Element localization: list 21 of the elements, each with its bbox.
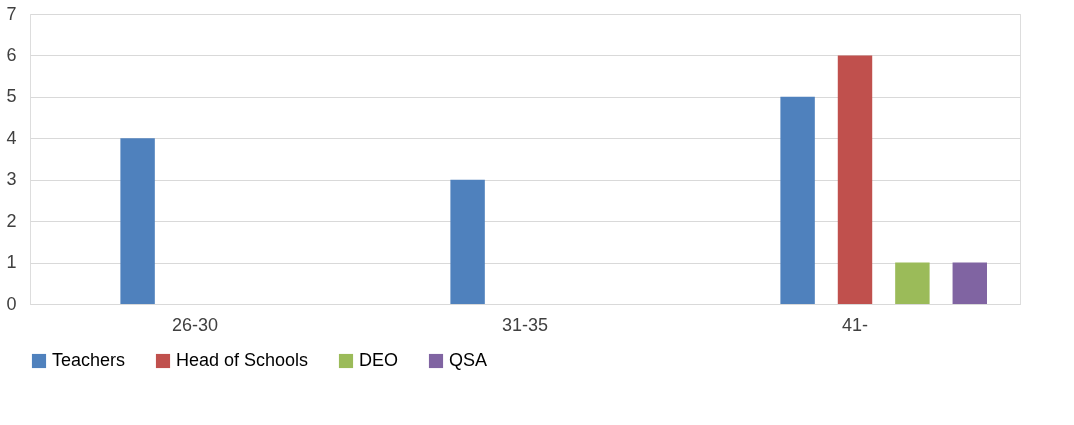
x-tick-label: 26-30 [171,314,219,335]
bar [952,262,987,304]
legend-label: Teachers [52,350,126,370]
x-tick-label: 41- [841,314,869,335]
bar [837,55,873,304]
bar [120,138,155,304]
y-tick-label: 0 [6,293,17,314]
x-tick-label: 31-35 [501,314,549,335]
bar [895,262,930,304]
bar [450,179,485,304]
y-tick-label: 4 [6,127,17,148]
bar [780,96,815,304]
y-tick-label: 5 [6,86,17,107]
legend-label: QSA [449,350,488,370]
y-tick-label: 3 [6,169,17,190]
legend-label: DEO [359,350,399,370]
y-tick-label: 7 [6,3,17,24]
y-tick-label: 2 [6,210,17,231]
legend-label: Head of Schools [176,350,309,370]
y-tick-label: 1 [6,252,17,273]
y-tick-label: 6 [6,44,17,65]
